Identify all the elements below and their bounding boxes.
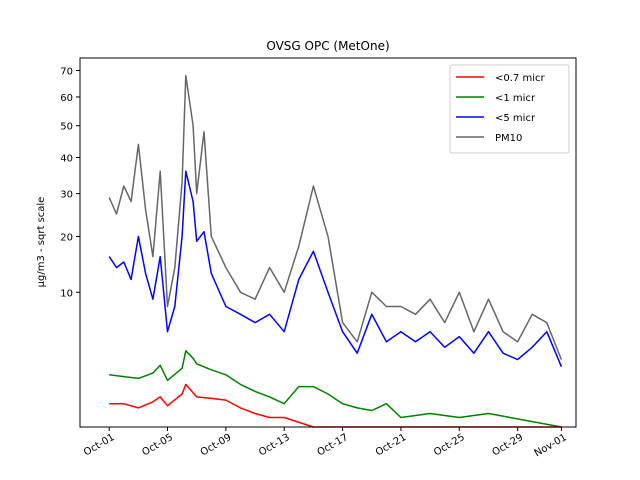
series-line-2 [108,170,563,367]
series-line-1 [109,350,562,428]
legend: <0.7 micr <1 micr <5 micr PM10 [449,64,570,154]
y-tick-label: 40 [60,154,73,165]
y-axis-label: µg/m3 - sqrt scale [36,197,47,288]
y-tick-label: 50 [60,122,73,133]
series-line-0 [109,383,562,428]
series-line-3 [108,74,563,360]
legend-label: PM10 [495,133,522,144]
plot-frame [79,57,577,428]
y-axis: 10 20 30 40 50 60 70 [60,67,80,299]
legend-label: <5 micr [495,113,536,124]
y-tick-label: 30 [60,190,73,201]
legend-box [449,64,570,154]
legend-label: <0.7 micr [495,73,545,84]
plot-lines [108,74,563,428]
chart-title: OVSG OPC (MetOne) [266,39,389,53]
y-tick-label: 10 [60,288,73,299]
y-tick-label: 20 [60,232,73,243]
y-tick-label: 60 [60,93,73,104]
legend-label: <1 micr [495,93,536,104]
y-tick-label: 70 [60,67,73,78]
